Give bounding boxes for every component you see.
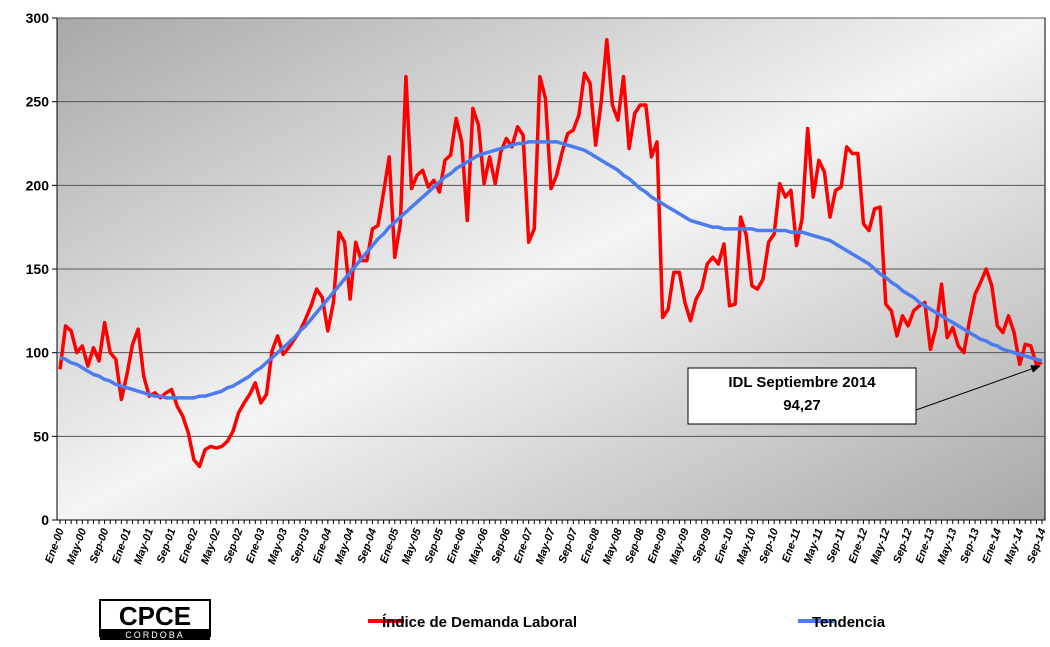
y-tick-label: 200 — [26, 177, 50, 193]
x-tick-label: Ene-01 — [110, 527, 134, 565]
x-tick-label: May-11 — [802, 527, 826, 565]
logo-subtext: CORDOBA — [125, 630, 185, 640]
annotation-arrow — [915, 365, 1041, 411]
x-tick-label: Sep-02 — [222, 527, 246, 565]
x-tick-label: Sep-11 — [825, 527, 848, 564]
x-tick-label: Ene-12 — [847, 527, 871, 565]
x-tick-label: Sep-09 — [690, 526, 714, 565]
x-tick-label: May-02 — [199, 527, 223, 566]
series-line — [58, 38, 1043, 469]
x-tick-label: Sep-14 — [1025, 527, 1049, 565]
x-tick-label: May-14 — [1002, 527, 1026, 566]
series-line — [59, 140, 1043, 400]
x-tick-label: Ene-09 — [646, 526, 670, 565]
x-axis: Ene-00May-00Sep-00Ene-01May-01Sep-01Ene-… — [43, 519, 1049, 566]
x-tick-label: Sep-05 — [423, 526, 447, 565]
y-tick-label: 150 — [26, 261, 50, 277]
y-tick-label: 300 — [26, 10, 50, 26]
y-tick-label: 250 — [26, 94, 50, 110]
x-tick-label: May-06 — [467, 526, 491, 566]
x-tick-label: Sep-03 — [289, 527, 313, 565]
y-tick-label: 100 — [26, 345, 50, 361]
x-tick-label: Sep-13 — [958, 527, 982, 565]
legend-label: Tendencia — [812, 614, 886, 631]
x-tick-label: Sep-04 — [356, 527, 380, 565]
x-tick-label: May-05 — [400, 526, 424, 566]
x-tick-label: Sep-06 — [490, 526, 514, 565]
x-tick-label: May-00 — [65, 526, 89, 566]
x-tick-label: Ene-14 — [981, 527, 1005, 565]
y-tick-label: 0 — [41, 512, 49, 528]
legend: Índice de Demanda Laboral Tendencia — [368, 614, 886, 631]
x-tick-label: May-04 — [333, 527, 357, 566]
logo-band — [100, 629, 210, 640]
x-tick-label: Sep-12 — [891, 527, 915, 565]
annotation-box — [687, 367, 917, 425]
x-tick-label: Sep-10 — [757, 526, 781, 565]
x-tick-label: May-13 — [936, 527, 960, 566]
x-tick-label: Ene-11 — [780, 527, 803, 564]
lines — [58, 38, 1043, 469]
x-tick-label: Ene-05 — [378, 526, 402, 565]
x-tick-label: Sep-01 — [155, 527, 179, 565]
x-tick-label: May-10 — [735, 526, 759, 566]
x-tick-label: May-07 — [534, 526, 558, 566]
x-tick-label: Sep-08 — [623, 526, 647, 565]
x-tick-label: May-08 — [601, 526, 625, 566]
logo-text: CPCE — [119, 601, 191, 631]
annotation-title: IDL Septiembre 2014 — [728, 374, 876, 391]
x-tick-label: May-12 — [869, 527, 893, 566]
x-tick-label: May-03 — [266, 527, 290, 566]
x-tick-label: Ene-08 — [579, 526, 603, 565]
x-tick-label: Sep-00 — [88, 526, 112, 565]
x-tick-label: Ene-10 — [713, 526, 737, 565]
y-tick-label: 50 — [33, 428, 49, 444]
legend-label: Índice de Demanda Laboral — [382, 614, 577, 631]
x-tick-label: Ene-13 — [914, 527, 938, 565]
x-tick-label: May-01 — [132, 527, 156, 566]
x-tick-label: May-09 — [668, 526, 692, 566]
x-tick-label: Ene-02 — [177, 527, 201, 565]
x-tick-label: Ene-00 — [43, 526, 67, 565]
x-tick-label: Ene-03 — [244, 527, 268, 565]
x-tick-label: Ene-06 — [445, 526, 469, 565]
x-tick-label: Ene-04 — [311, 527, 335, 565]
x-tick-label: Sep-07 — [557, 526, 581, 565]
x-tick-label: Ene-07 — [512, 526, 536, 565]
annotation-value: 94,27 — [783, 397, 821, 414]
